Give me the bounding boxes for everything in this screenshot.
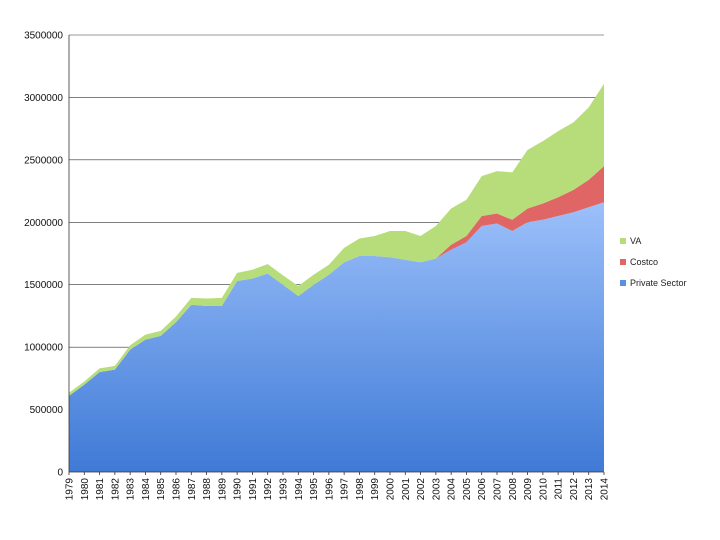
y-tick-label: 3000000 <box>24 93 63 104</box>
x-tick-label: 2003 <box>431 478 442 501</box>
x-tick-label: 1995 <box>309 478 320 501</box>
x-tick-label: 2014 <box>600 478 611 501</box>
x-tick-label: 2010 <box>538 478 549 501</box>
y-tick-labels: 0 500000 1000000 1500000 2000000 2500000 30000… <box>24 31 63 479</box>
y-tick-label: 500000 <box>30 405 64 416</box>
x-tick-label: 2009 <box>523 478 534 501</box>
legend-label: Private Sector <box>630 278 687 288</box>
x-tick-labels: 1979 1980 1981 1982 1983 1984 1985 1986 1987 1988… <box>65 478 611 501</box>
x-tick-label: 2013 <box>584 478 595 501</box>
x-tick-label: 1987 <box>187 478 198 501</box>
legend-swatch <box>620 259 626 265</box>
area-private-sector <box>69 202 604 472</box>
legend-item-private-sector: Private Sector <box>620 278 687 288</box>
x-tick-label: 2011 <box>554 478 565 500</box>
legend-label: Costco <box>630 257 658 267</box>
legend-swatch <box>620 280 626 286</box>
y-tick-label: 2500000 <box>24 155 63 166</box>
x-tick-label: 2004 <box>447 478 458 501</box>
x-tick-label: 1985 <box>156 478 167 501</box>
legend-item-costco: Costco <box>620 257 658 267</box>
legend-label: VA <box>630 236 641 246</box>
x-tick-label: 1996 <box>324 478 335 501</box>
x-tick-label: 1999 <box>370 478 381 501</box>
y-tick-label: 3500000 <box>24 31 63 42</box>
x-tick-label: 1984 <box>141 478 152 501</box>
legend: VA Costco Private Sector <box>620 236 687 288</box>
legend-item-va: VA <box>620 236 641 246</box>
x-tick-label: 1979 <box>65 478 76 501</box>
y-tick-label: 2000000 <box>24 218 63 229</box>
x-tick-label: 2002 <box>416 478 427 501</box>
x-tick-label: 2012 <box>569 478 580 501</box>
x-tick-label: 1983 <box>126 478 137 501</box>
x-tick-label: 1993 <box>279 478 290 501</box>
x-tick-label: 1992 <box>263 478 274 501</box>
x-tick-label: 2006 <box>477 478 488 501</box>
x-tick-label: 1989 <box>217 478 228 501</box>
x-tick-label: 2005 <box>462 478 473 501</box>
x-tick-label: 2000 <box>386 478 397 501</box>
area-series <box>69 83 604 472</box>
x-tick-label: 1998 <box>355 478 366 501</box>
x-tick-label: 1990 <box>233 478 244 501</box>
axes <box>68 35 605 475</box>
x-tick-label: 2001 <box>401 478 412 501</box>
x-tick-label: 1982 <box>110 478 121 501</box>
x-tick-label: 1981 <box>95 478 106 501</box>
x-tick-label: 1980 <box>80 478 91 501</box>
y-tick-label: 0 <box>57 468 63 479</box>
x-tick-label: 1991 <box>248 478 259 501</box>
x-tick-label: 2007 <box>493 478 504 501</box>
x-tick-label: 1994 <box>294 478 305 501</box>
legend-swatch <box>620 238 626 244</box>
x-tick-label: 1986 <box>172 478 183 501</box>
y-tick-label: 1500000 <box>24 280 63 291</box>
x-tick-label: 1988 <box>202 478 213 501</box>
x-tick-label: 1997 <box>340 478 351 501</box>
x-tick-label: 2008 <box>508 478 519 501</box>
y-tick-label: 1000000 <box>24 343 63 354</box>
